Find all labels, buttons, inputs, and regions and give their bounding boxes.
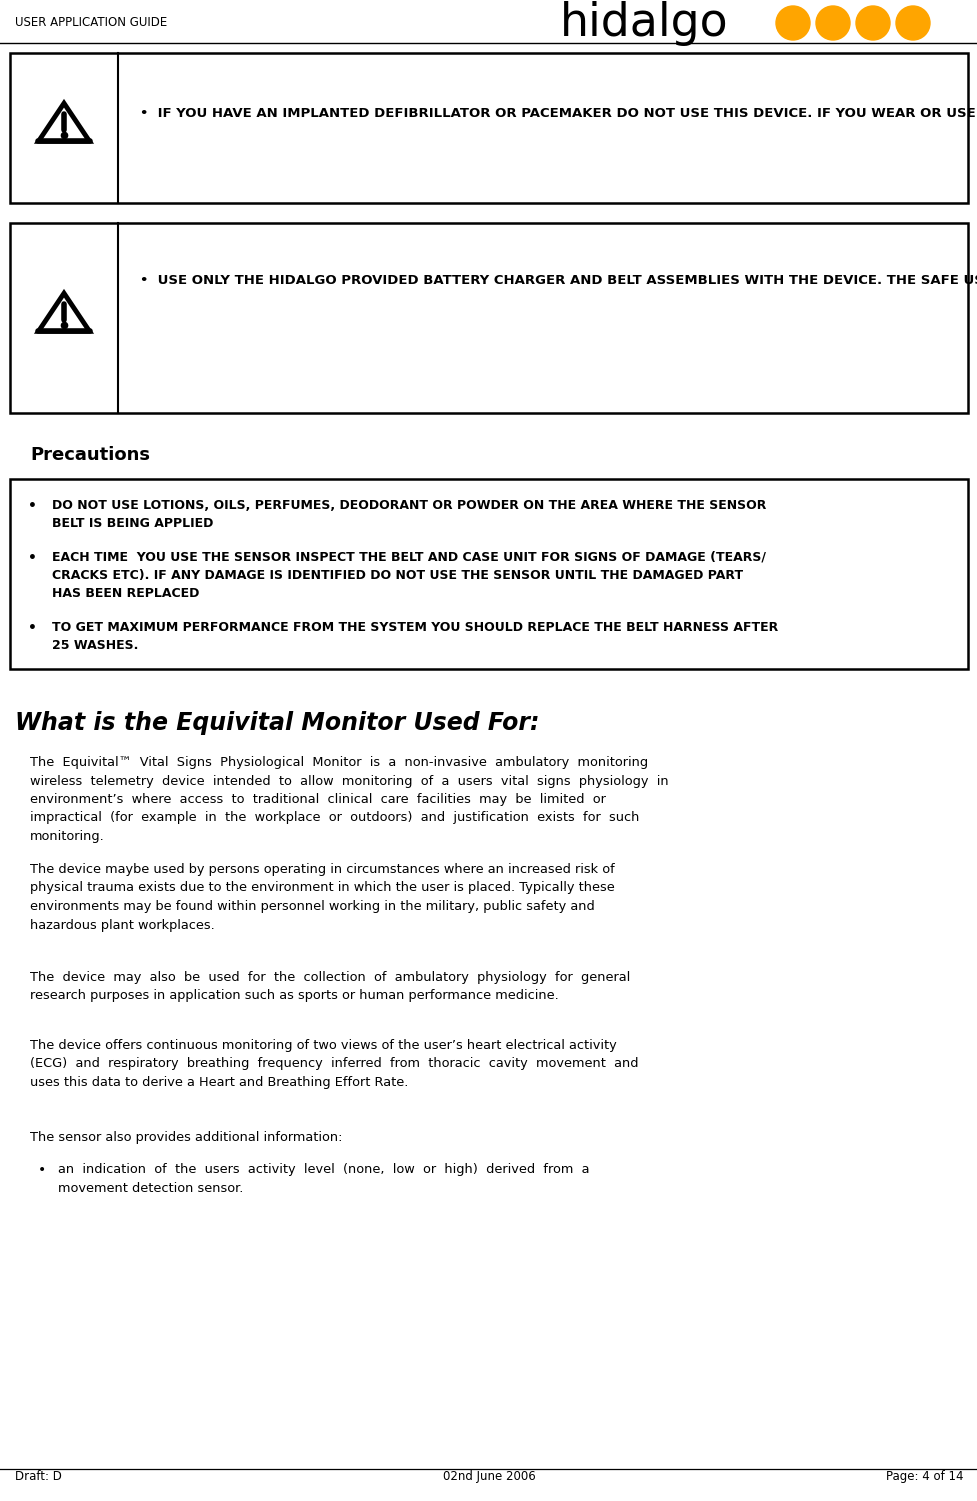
Text: TO GET MAXIMUM PERFORMANCE FROM THE SYSTEM YOU SHOULD REPLACE THE BELT HARNESS A: TO GET MAXIMUM PERFORMANCE FROM THE SYST… xyxy=(52,621,778,651)
FancyBboxPatch shape xyxy=(10,224,967,413)
Text: an  indication  of  the  users  activity  level  (none,  low  or  high)  derived: an indication of the users activity leve… xyxy=(58,1163,589,1195)
Text: Draft: D: Draft: D xyxy=(15,1469,62,1483)
FancyBboxPatch shape xyxy=(10,53,967,203)
Text: EACH TIME  YOU USE THE SENSOR INSPECT THE BELT AND CASE UNIT FOR SIGNS OF DAMAGE: EACH TIME YOU USE THE SENSOR INSPECT THE… xyxy=(52,551,765,600)
Text: 02nd June 2006: 02nd June 2006 xyxy=(443,1469,534,1483)
Text: The  Equivital™  Vital  Signs  Physiological  Monitor  is  a  non-invasive  ambu: The Equivital™ Vital Signs Physiological… xyxy=(30,757,668,844)
Circle shape xyxy=(775,6,809,41)
Text: •: • xyxy=(38,1163,46,1177)
Text: The sensor also provides additional information:: The sensor also provides additional info… xyxy=(30,1130,342,1144)
Text: What is the Equivital Monitor Used For:: What is the Equivital Monitor Used For: xyxy=(15,711,539,735)
Text: The device offers continuous monitoring of two views of the user’s heart electri: The device offers continuous monitoring … xyxy=(30,1039,638,1090)
Text: •  USE ONLY THE HIDALGO PROVIDED BATTERY CHARGER AND BELT ASSEMBLIES WITH THE DE: • USE ONLY THE HIDALGO PROVIDED BATTERY … xyxy=(140,275,977,287)
Text: •: • xyxy=(28,621,37,635)
FancyBboxPatch shape xyxy=(10,479,967,669)
Circle shape xyxy=(815,6,849,41)
Text: DO NOT USE LOTIONS, OILS, PERFUMES, DEODORANT OR POWDER ON THE AREA WHERE THE SE: DO NOT USE LOTIONS, OILS, PERFUMES, DEOD… xyxy=(52,498,766,530)
Text: The device maybe used by persons operating in circumstances where an increased r: The device maybe used by persons operati… xyxy=(30,863,615,932)
Text: The  device  may  also  be  used  for  the  collection  of  ambulatory  physiolo: The device may also be used for the coll… xyxy=(30,971,629,1003)
Text: •: • xyxy=(28,498,37,513)
Text: Precautions: Precautions xyxy=(30,446,149,464)
Text: USER APPLICATION GUIDE: USER APPLICATION GUIDE xyxy=(15,17,167,30)
Circle shape xyxy=(895,6,929,41)
Text: •  IF YOU HAVE AN IMPLANTED DEFIBRILLATOR OR PACEMAKER DO NOT USE THIS DEVICE. I: • IF YOU HAVE AN IMPLANTED DEFIBRILLATOR… xyxy=(140,107,977,119)
Circle shape xyxy=(855,6,889,41)
Text: hidalgo: hidalgo xyxy=(560,0,728,45)
Text: Page: 4 of 14: Page: 4 of 14 xyxy=(884,1469,962,1483)
Text: •: • xyxy=(28,551,37,564)
